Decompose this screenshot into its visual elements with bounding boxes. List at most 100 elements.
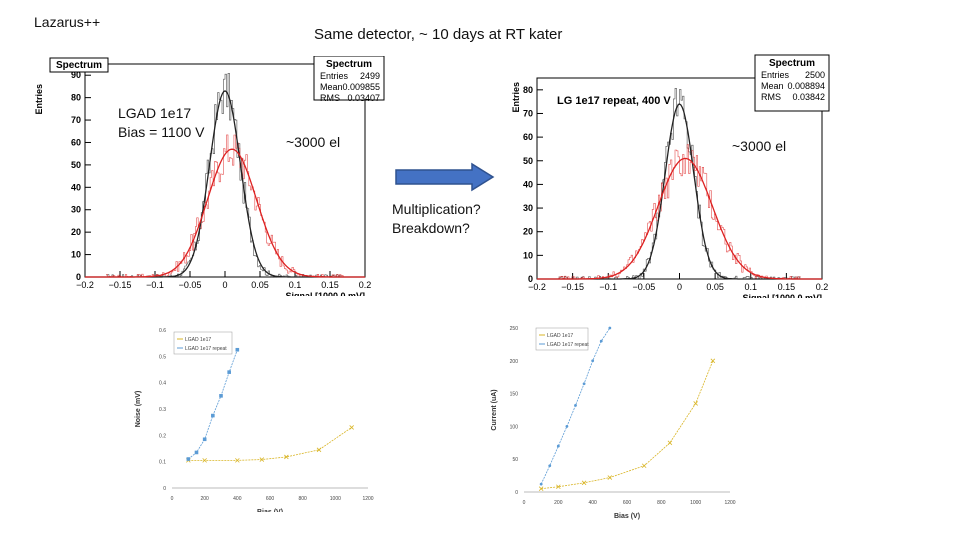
- y-tick-label: 0: [163, 486, 166, 492]
- fit-curve-red: [85, 148, 365, 278]
- y-axis-label: Entries: [511, 82, 521, 113]
- data-point: [556, 444, 560, 448]
- y-tick-label: 80: [71, 93, 81, 103]
- current-chart: 0 200 400 600 800 1000 1200 0 50 100 150 200 250 Bias…: [491, 326, 736, 520]
- stats-value: 0.03407: [347, 93, 380, 103]
- legend-entry: LGAD 1e17 repeat: [547, 342, 589, 348]
- data-point: [186, 457, 191, 461]
- data-point: [538, 486, 544, 492]
- y-axis-label: Current (uA): [491, 389, 498, 430]
- x-tick-label: 0: [222, 280, 227, 290]
- chart-title: LG 1e17 repeat, 400 V: [557, 95, 671, 107]
- left-electrons-label: ~3000 el: [286, 134, 341, 150]
- stats-box: [313, 56, 385, 101]
- left-annotation-line1: LGAD 1e17: [118, 105, 192, 121]
- data-point: [667, 440, 673, 446]
- stats-key: Entries: [761, 70, 790, 80]
- data-point: [710, 358, 716, 364]
- y-tick-label: 200: [510, 359, 519, 365]
- x-tick-label: 200: [200, 496, 209, 502]
- x-tick-label: 0.15: [321, 280, 339, 290]
- question-line2: Breakdown?: [392, 220, 470, 236]
- chart-title: Spectrum: [56, 60, 102, 71]
- x-tick-label: 1200: [362, 496, 373, 502]
- series-line: [188, 349, 238, 460]
- y-tick-label: 40: [71, 182, 81, 192]
- y-tick-label: 0.5: [159, 354, 166, 360]
- stats-box: [754, 54, 830, 112]
- x-tick-label: 0.15: [778, 282, 796, 292]
- y-axis-label: Entries: [34, 84, 44, 115]
- left-annotation-line2: Bias = 1100 V: [118, 124, 205, 140]
- left-annotation: LGAD 1e17 Bias = 1100 V: [118, 104, 205, 142]
- data-point: [194, 450, 199, 455]
- data-point: [581, 480, 587, 486]
- data-point: [556, 484, 561, 490]
- arrow-shape: [395, 162, 495, 192]
- y-tick-label: 30: [523, 203, 533, 213]
- stats-title: Spectrum: [769, 58, 815, 69]
- stats-key: Mean: [761, 81, 784, 91]
- data-point: [235, 347, 240, 352]
- stats-value: 2499: [360, 71, 380, 81]
- x-tick-label: 400: [588, 500, 597, 506]
- y-tick-label: 150: [510, 392, 519, 398]
- stats-title: Spectrum: [326, 59, 372, 70]
- y-tick-label: 100: [510, 424, 519, 430]
- y-tick-label: 60: [523, 132, 533, 142]
- stats-key: Entries: [320, 71, 349, 81]
- x-tick-label: 0.1: [744, 282, 757, 292]
- data-point: [582, 382, 586, 386]
- data-point: [641, 463, 647, 469]
- data-point: [693, 401, 698, 406]
- histogram-black: [558, 88, 801, 280]
- data-point: [565, 425, 569, 428]
- y-tick-label: 0.6: [159, 328, 166, 334]
- x-tick-label: 200: [554, 500, 563, 506]
- x-tick-label: 0.05: [251, 280, 269, 290]
- y-tick-label: 80: [523, 85, 533, 95]
- data-point: [227, 370, 231, 374]
- y-tick-label: 30: [71, 205, 81, 215]
- stats-key: Mean: [320, 82, 343, 92]
- data-point: [202, 437, 207, 442]
- x-tick-label: 1200: [724, 500, 735, 506]
- title-box: [49, 57, 109, 73]
- fit-curve-black: [537, 103, 822, 280]
- x-tick-label: 0.1: [289, 280, 302, 290]
- x-tick-label: 0: [523, 500, 526, 506]
- data-point: [608, 326, 612, 330]
- x-tick-label: −0.1: [146, 280, 164, 290]
- data-point: [607, 475, 613, 480]
- x-tick-label: 0.05: [706, 282, 724, 292]
- slide-title: Same detector, ~ 10 days at RT kater: [314, 26, 563, 43]
- y-axis-label: Noise (mV): [135, 391, 142, 428]
- x-tick-label: −0.2: [76, 280, 94, 290]
- y-tick-label: 50: [71, 160, 81, 170]
- data-point: [349, 425, 354, 430]
- x-tick-label: 0: [171, 496, 174, 502]
- y-tick-label: 20: [523, 227, 533, 237]
- fit-curve-red: [537, 157, 822, 280]
- x-axis-label: Bias (V): [614, 513, 640, 520]
- y-tick-label: 10: [71, 250, 81, 260]
- stats-value: 2500: [805, 70, 825, 80]
- y-tick-label: 70: [523, 108, 533, 118]
- data-point: [202, 458, 207, 463]
- x-axis-label: Signal [1000.0 mV]: [285, 291, 365, 296]
- y-tick-label: 0.2: [159, 433, 166, 439]
- x-tick-label: −0.2: [528, 282, 546, 292]
- x-tick-label: −0.05: [632, 282, 655, 292]
- legend-box: [535, 327, 589, 351]
- series-line: [188, 427, 352, 461]
- data-point: [539, 482, 543, 486]
- x-axis-label: Signal [1000.0 mV]: [742, 293, 822, 298]
- data-point: [316, 447, 322, 453]
- y-tick-label: 90: [71, 70, 81, 80]
- stats-value: 0.009855: [342, 82, 380, 92]
- question-annotation: Multiplication? Breakdown?: [392, 200, 481, 238]
- stats-value: 0.008894: [787, 81, 825, 91]
- y-tick-label: 0.4: [159, 381, 166, 387]
- x-tick-label: 800: [657, 500, 666, 506]
